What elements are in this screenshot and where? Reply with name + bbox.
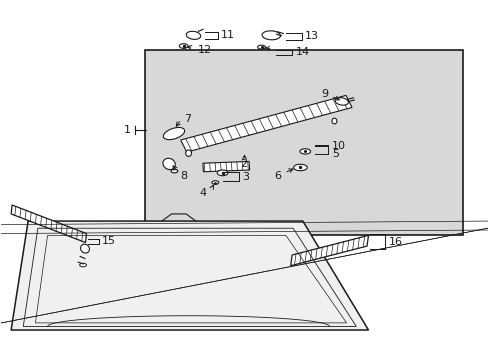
Ellipse shape [262, 31, 280, 40]
Polygon shape [290, 235, 368, 266]
Ellipse shape [185, 150, 191, 157]
Text: 1: 1 [123, 125, 130, 135]
Text: 3: 3 [242, 172, 249, 182]
Text: 14: 14 [295, 48, 309, 58]
Text: 12: 12 [197, 45, 211, 55]
Polygon shape [181, 95, 351, 152]
Text: 4: 4 [199, 188, 206, 198]
Text: 15: 15 [102, 237, 116, 247]
Ellipse shape [257, 45, 265, 49]
Text: 7: 7 [183, 113, 190, 123]
Bar [144, 50, 462, 235]
Ellipse shape [293, 164, 306, 171]
Text: 6: 6 [273, 171, 281, 181]
Ellipse shape [81, 244, 89, 253]
Polygon shape [11, 205, 86, 243]
Text: 5: 5 [331, 149, 338, 159]
Polygon shape [11, 221, 368, 330]
Ellipse shape [217, 170, 227, 176]
Ellipse shape [171, 169, 178, 173]
Ellipse shape [163, 127, 184, 140]
Ellipse shape [186, 31, 200, 39]
Polygon shape [203, 161, 249, 172]
Ellipse shape [299, 149, 310, 154]
Text: 9: 9 [321, 89, 327, 99]
Text: 16: 16 [387, 237, 402, 247]
Text: 8: 8 [180, 171, 187, 181]
Text: 13: 13 [305, 31, 319, 41]
Ellipse shape [331, 118, 336, 124]
Ellipse shape [179, 44, 188, 48]
Text: 10: 10 [331, 141, 346, 152]
Ellipse shape [80, 263, 86, 267]
Ellipse shape [334, 98, 347, 105]
Ellipse shape [163, 158, 175, 170]
Text: 2: 2 [240, 159, 246, 169]
Ellipse shape [211, 181, 218, 184]
Text: 11: 11 [221, 30, 235, 40]
